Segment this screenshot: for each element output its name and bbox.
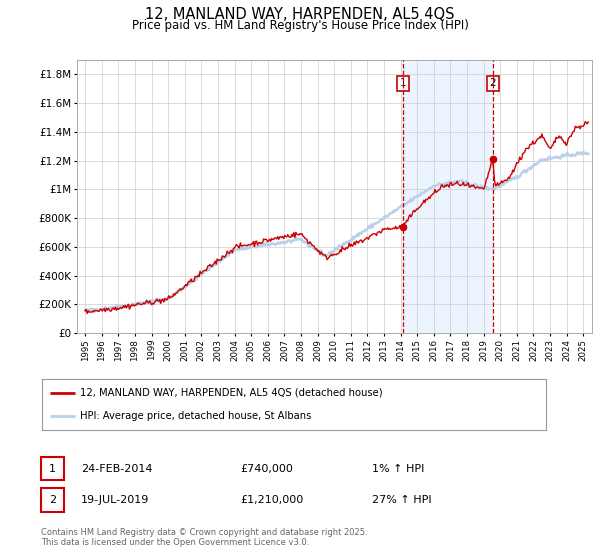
Text: 12, MANLAND WAY, HARPENDEN, AL5 4QS (detached house): 12, MANLAND WAY, HARPENDEN, AL5 4QS (det… — [80, 388, 382, 398]
Text: 1% ↑ HPI: 1% ↑ HPI — [372, 464, 424, 474]
Text: 19-JUL-2019: 19-JUL-2019 — [81, 495, 149, 505]
Text: Price paid vs. HM Land Registry's House Price Index (HPI): Price paid vs. HM Land Registry's House … — [131, 19, 469, 32]
Text: 2: 2 — [490, 78, 496, 88]
Text: 27% ↑ HPI: 27% ↑ HPI — [372, 495, 431, 505]
Text: £740,000: £740,000 — [240, 464, 293, 474]
Text: £1,210,000: £1,210,000 — [240, 495, 303, 505]
Text: 1: 1 — [49, 464, 56, 474]
Text: 1: 1 — [400, 78, 406, 88]
Text: 24-FEB-2014: 24-FEB-2014 — [81, 464, 152, 474]
Text: HPI: Average price, detached house, St Albans: HPI: Average price, detached house, St A… — [80, 411, 311, 421]
Bar — [403, 60, 493, 333]
Text: Contains HM Land Registry data © Crown copyright and database right 2025.
This d: Contains HM Land Registry data © Crown c… — [41, 528, 367, 547]
Text: 2: 2 — [49, 495, 56, 505]
Text: 12, MANLAND WAY, HARPENDEN, AL5 4QS: 12, MANLAND WAY, HARPENDEN, AL5 4QS — [145, 7, 455, 22]
